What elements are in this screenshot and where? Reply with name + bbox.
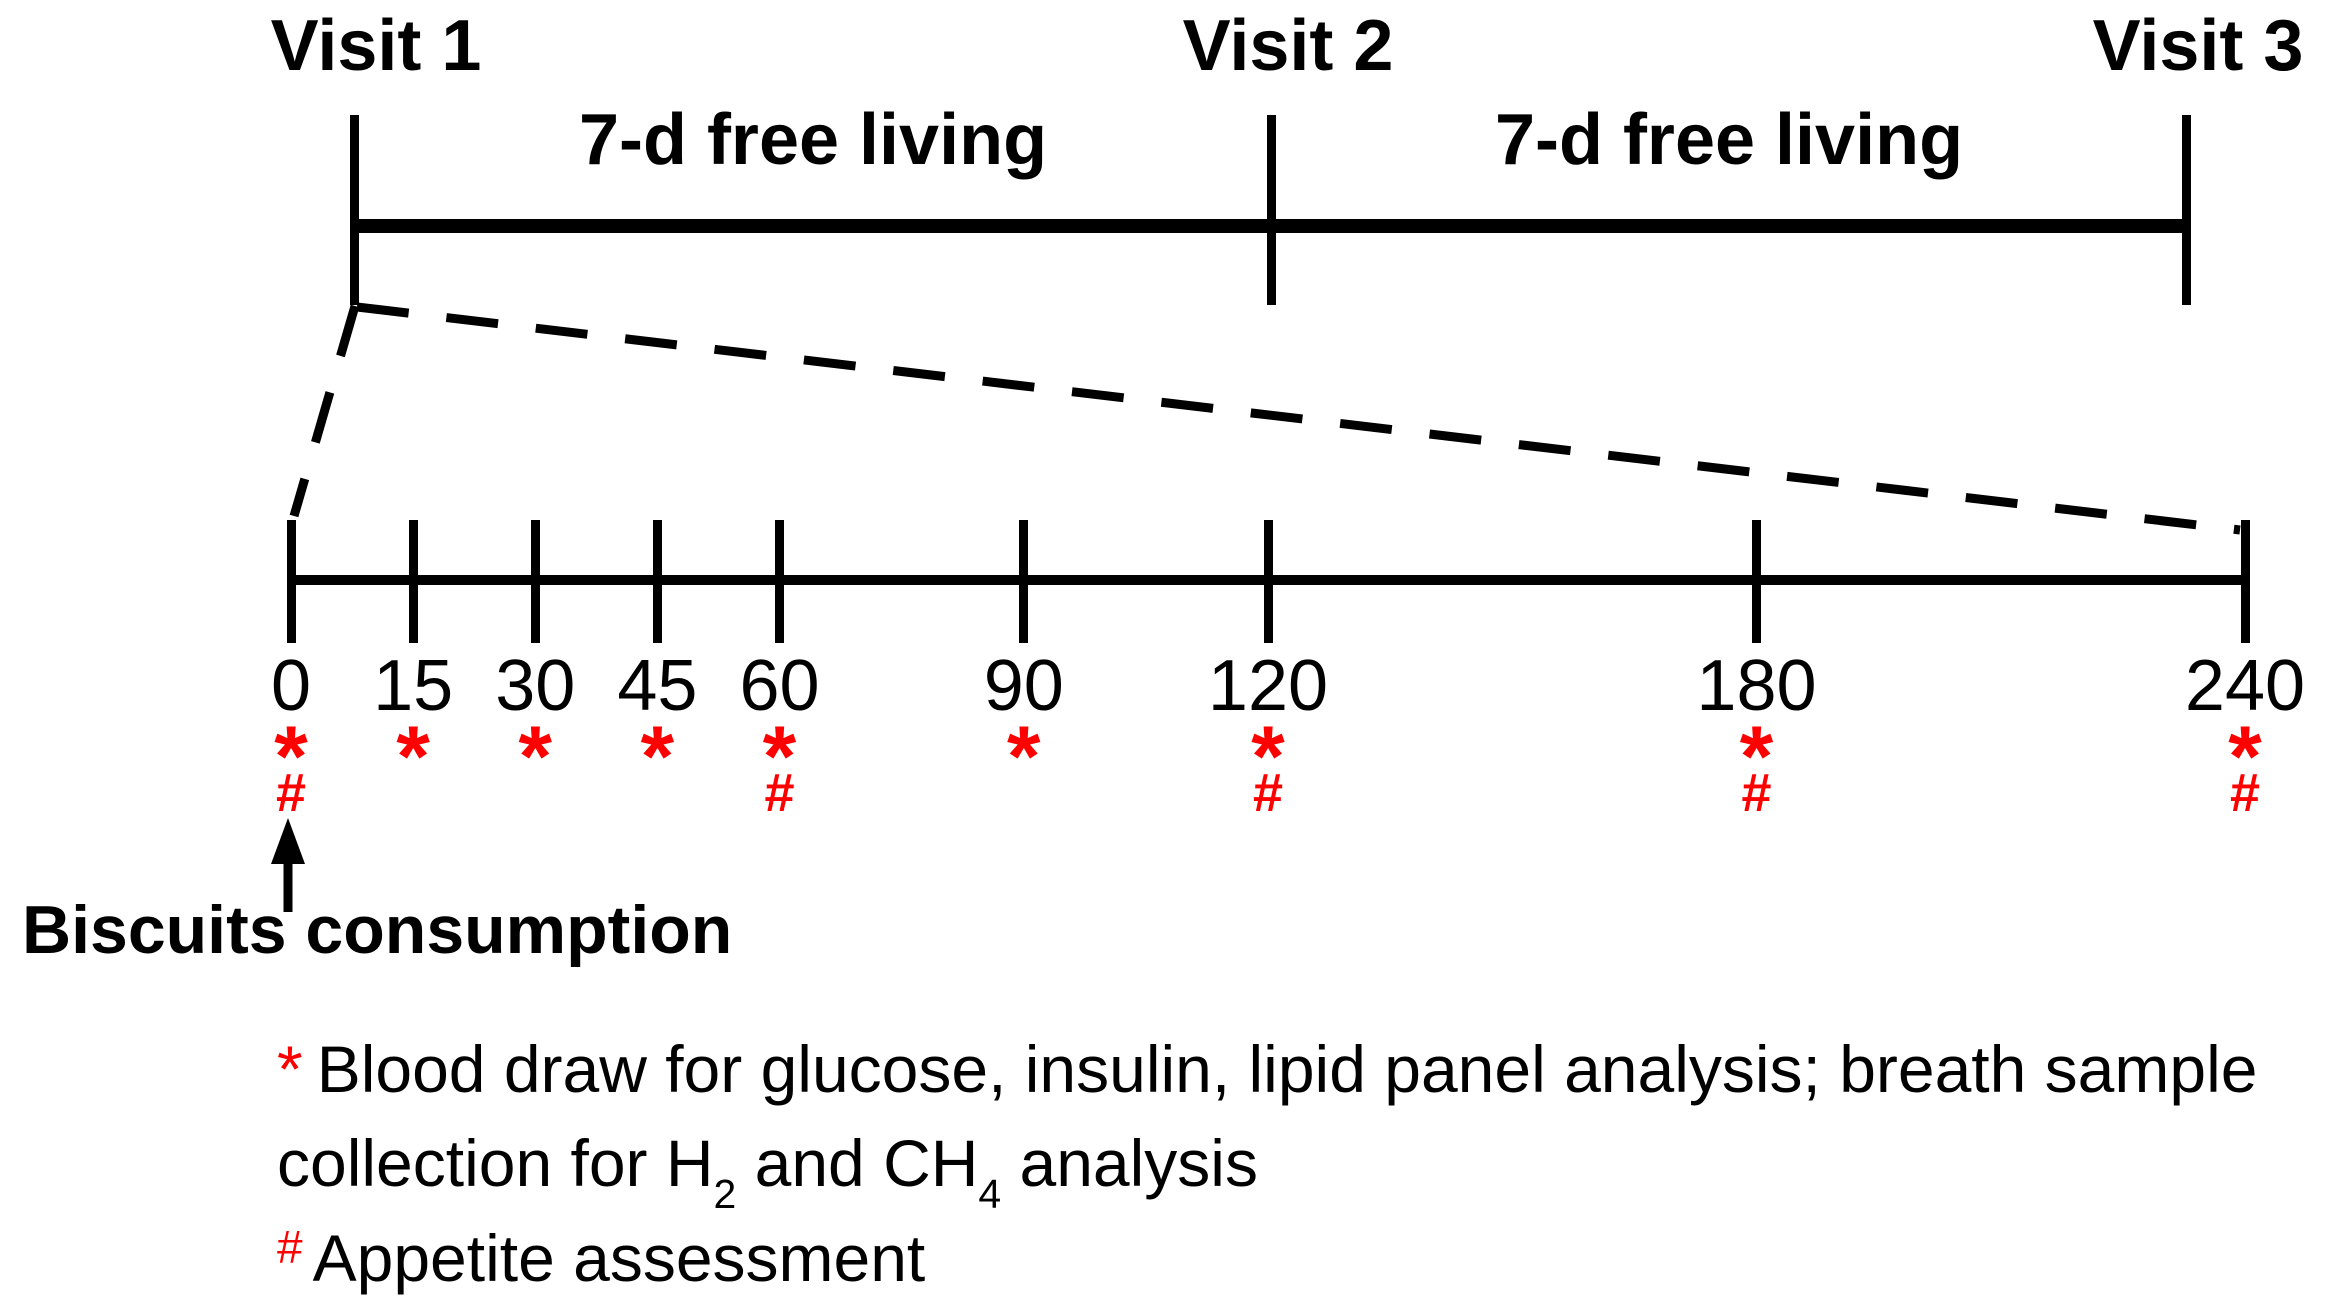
visit-1-tick — [350, 115, 359, 305]
minute-label-120: 120 — [1207, 646, 1329, 726]
blood-draw-marker-30: * — [518, 709, 552, 805]
blood-draw-marker-60: * — [762, 709, 797, 805]
minute-label-0: 0 — [270, 646, 312, 726]
minute-tick-120 — [1263, 520, 1273, 643]
minute-tick-180 — [1752, 520, 1761, 643]
legend-appetite-line: # Appetite assessment — [277, 1224, 925, 1291]
minute-tick-45 — [652, 520, 662, 643]
legend-h2-subscript: 2 — [713, 1170, 737, 1217]
blood-draw-marker-90: * — [1007, 709, 1041, 805]
minute-label-60: 60 — [739, 646, 820, 726]
minute-tick-60 — [775, 520, 784, 643]
blood-draw-marker-15: * — [396, 709, 430, 805]
period-1-label: 7-d free living — [578, 100, 1048, 180]
legend-appetite-text: Appetite assessment — [312, 1221, 926, 1295]
legend-hash-icon: # — [277, 1221, 303, 1273]
blood-draw-marker-120: * — [1251, 709, 1285, 805]
biscuits-consumption-label: Biscuits consumption — [22, 892, 733, 968]
legend-collection-text-mid: and CH — [736, 1126, 979, 1200]
zoom-dashed-line-right — [356, 302, 2241, 535]
minute-label-240: 240 — [2184, 646, 2306, 726]
minute-tick-30 — [530, 520, 540, 643]
appetite-marker-60: # — [764, 763, 795, 823]
minute-tick-0 — [286, 520, 296, 643]
visit-3-tick — [2182, 115, 2191, 305]
visit-2-label: Visit 2 — [1182, 6, 1394, 86]
visit-1-label: Visit 1 — [270, 6, 482, 86]
minute-label-15: 15 — [373, 646, 454, 726]
appetite-marker-0: # — [275, 763, 307, 823]
minute-tick-15 — [408, 520, 418, 643]
appetite-marker-180: # — [1741, 763, 1772, 823]
minute-label-30: 30 — [495, 646, 576, 726]
blood-draw-marker-180: * — [1739, 709, 1774, 805]
appetite-marker-120: # — [1252, 763, 1284, 823]
legend-ch4-subscript: 4 — [978, 1170, 1002, 1217]
legend-blood-draw-line2: collection for H2 and CH4 analysis — [277, 1130, 1258, 1214]
blood-draw-marker-45: * — [640, 709, 675, 805]
minute-label-45: 45 — [617, 646, 698, 726]
period-2-label: 7-d free living — [1494, 100, 1964, 180]
minute-label-90: 90 — [983, 646, 1064, 726]
blood-draw-marker-240: * — [2228, 709, 2262, 805]
minute-label-180: 180 — [1696, 646, 1817, 726]
minute-tick-90 — [1019, 520, 1029, 643]
legend-collection-text-prefix: collection for H — [277, 1126, 714, 1200]
zoom-dashed-line-left — [289, 304, 360, 518]
legend-blood-draw-text: Blood draw for glucose, insulin, lipid p… — [316, 1032, 2258, 1106]
legend-collection-text-suffix: analysis — [1001, 1126, 1258, 1200]
appetite-marker-240: # — [2229, 763, 2261, 823]
minute-tick-240 — [2240, 520, 2250, 643]
biscuits-arrow-head-icon — [271, 818, 305, 864]
legend-blood-draw-line1: * Blood draw for glucose, insulin, lipid … — [277, 1036, 2257, 1102]
legend-star-icon: * — [277, 1032, 303, 1106]
blood-draw-marker-0: * — [274, 709, 308, 805]
visit-3-label: Visit 3 — [2092, 6, 2304, 86]
visit-2-tick — [1267, 115, 1276, 305]
